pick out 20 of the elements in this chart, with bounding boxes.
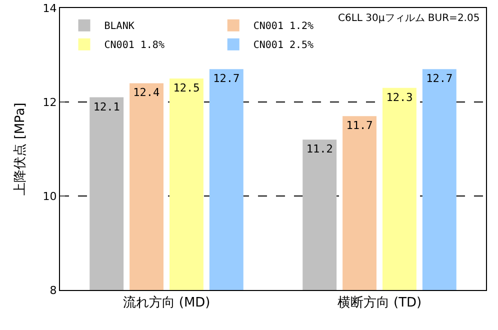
x-tick-label: 横断方向 (TD) bbox=[337, 294, 422, 311]
x-tick-label: 流れ方向 (MD) bbox=[122, 294, 210, 311]
y-tick-label: 12 bbox=[42, 96, 57, 109]
y-tick-label: 10 bbox=[42, 190, 57, 203]
data-label: 12.4 bbox=[133, 86, 160, 100]
legend-label: CN001 1.2% bbox=[253, 21, 314, 32]
annotation: C6LL 30μフィルム BUR=2.05 bbox=[338, 13, 480, 24]
y-tick-label: 8 bbox=[50, 284, 57, 297]
data-label: 11.2 bbox=[306, 142, 333, 156]
data-label: 12.3 bbox=[386, 90, 413, 104]
y-tick-label: 14 bbox=[42, 2, 57, 15]
data-label: 12.5 bbox=[173, 82, 200, 94]
data-label: 12.7 bbox=[426, 72, 453, 86]
data-label: 11.7 bbox=[346, 119, 373, 132]
data-label: 12.7 bbox=[213, 72, 240, 86]
y-axis-title: 上降伏点 [MPa] bbox=[13, 102, 28, 196]
legend-label: CN001 1.8% bbox=[104, 40, 164, 52]
legend-label: CN001 2.5% bbox=[253, 40, 314, 52]
legend-label: BLANK bbox=[104, 21, 134, 32]
data-label: 12.1 bbox=[93, 100, 120, 114]
